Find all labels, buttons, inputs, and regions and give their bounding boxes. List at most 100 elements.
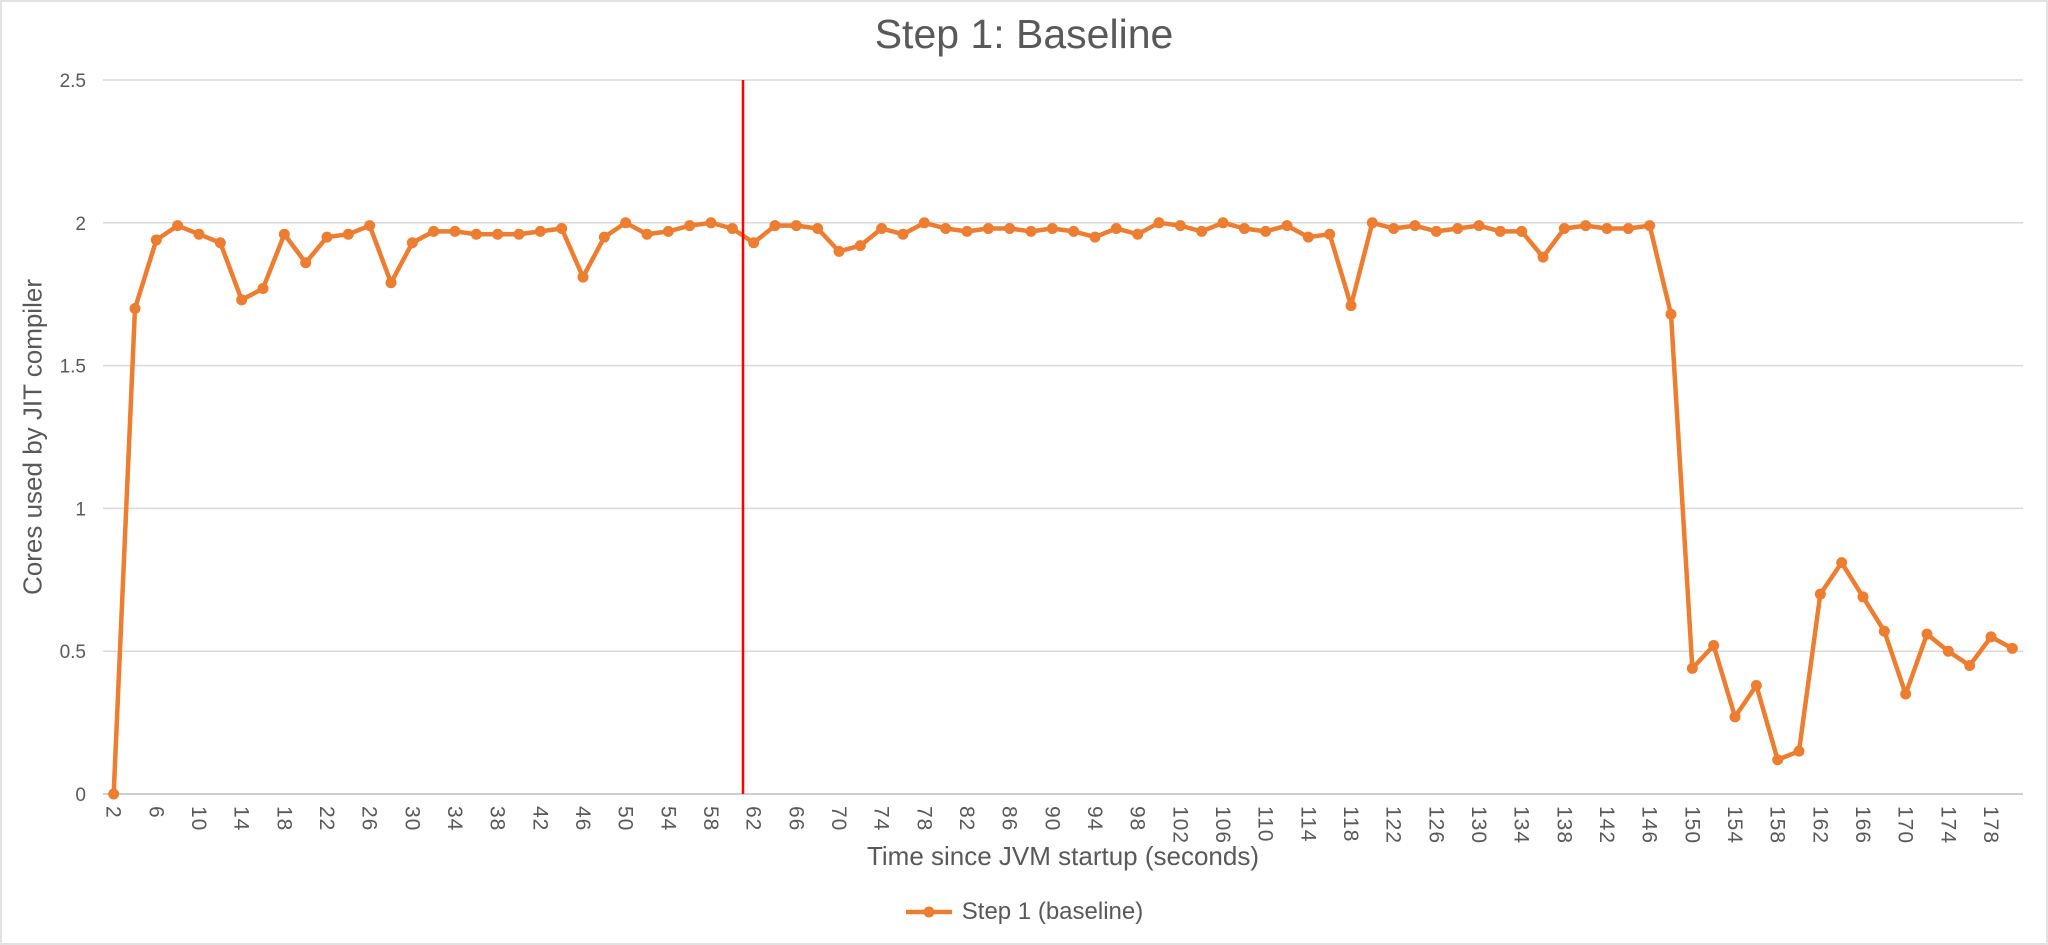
x-tick-label: 146 bbox=[1638, 806, 1661, 844]
data-point-marker bbox=[854, 240, 866, 252]
data-point-marker bbox=[1046, 223, 1058, 235]
x-tick-label: 2 bbox=[102, 806, 125, 819]
x-tick-label: 86 bbox=[998, 806, 1021, 831]
data-point-marker bbox=[1238, 223, 1250, 235]
data-point-marker bbox=[534, 225, 546, 237]
data-point-marker bbox=[1068, 225, 1080, 237]
x-tick-label: 142 bbox=[1595, 806, 1618, 844]
x-tick-label: 26 bbox=[358, 806, 381, 831]
data-point-marker bbox=[129, 302, 141, 314]
data-point-marker bbox=[662, 225, 674, 237]
data-point-marker bbox=[492, 228, 504, 240]
data-point-marker bbox=[641, 228, 653, 240]
data-point-marker bbox=[1814, 588, 1826, 600]
data-point-marker bbox=[214, 237, 226, 249]
x-tick-label: 30 bbox=[400, 806, 423, 831]
data-point-marker bbox=[257, 282, 269, 294]
y-tick-label: 1.5 bbox=[60, 357, 86, 378]
legend-label: Step 1 (baseline) bbox=[961, 898, 1144, 925]
x-tick-label: 14 bbox=[230, 806, 253, 831]
x-tick-label: 150 bbox=[1680, 806, 1703, 844]
data-point-marker bbox=[961, 225, 973, 237]
data-point-marker bbox=[342, 228, 354, 240]
x-tick-label: 106 bbox=[1211, 806, 1234, 844]
x-tick-label: 162 bbox=[1808, 806, 1831, 844]
data-point-marker bbox=[364, 220, 376, 232]
y-tick-label: 2 bbox=[75, 214, 86, 235]
data-point-marker bbox=[705, 217, 717, 229]
data-point-marker bbox=[1153, 217, 1165, 229]
data-point-marker bbox=[1366, 217, 1378, 229]
x-tick-label: 170 bbox=[1894, 806, 1917, 844]
x-tick-label: 98 bbox=[1126, 806, 1149, 831]
data-point-marker bbox=[982, 223, 994, 235]
data-point-marker bbox=[1196, 225, 1208, 237]
data-point-marker bbox=[1302, 231, 1314, 243]
x-tick-label: 54 bbox=[656, 806, 679, 831]
x-tick-label: 82 bbox=[955, 806, 978, 831]
data-point-marker bbox=[470, 228, 482, 240]
data-point-marker bbox=[1942, 645, 1954, 657]
data-point-marker bbox=[918, 217, 930, 229]
x-tick-label: 158 bbox=[1766, 806, 1789, 844]
x-tick-label: 18 bbox=[272, 806, 295, 831]
x-tick-label: 22 bbox=[315, 806, 338, 831]
data-point-marker bbox=[1430, 225, 1442, 237]
data-point-marker bbox=[1089, 231, 1101, 243]
x-tick-label: 10 bbox=[187, 806, 210, 831]
data-point-marker bbox=[300, 257, 312, 269]
data-point-marker bbox=[790, 220, 802, 232]
data-point-marker bbox=[1793, 745, 1805, 757]
x-tick-label: 134 bbox=[1510, 806, 1533, 844]
data-point-marker bbox=[1900, 688, 1912, 700]
data-point-marker bbox=[513, 228, 525, 240]
data-point-marker bbox=[1729, 711, 1741, 723]
data-point-marker bbox=[1537, 251, 1549, 263]
x-axis-title: Time since JVM startup (seconds) bbox=[866, 841, 1260, 871]
y-tick-label: 0.5 bbox=[60, 642, 86, 663]
data-point-marker bbox=[1132, 228, 1144, 240]
y-tick-label: 1 bbox=[75, 499, 86, 520]
data-point-marker bbox=[812, 223, 824, 235]
x-tick-label: 66 bbox=[784, 806, 807, 831]
data-point-marker bbox=[1324, 228, 1336, 240]
data-point-marker bbox=[940, 223, 952, 235]
data-point-marker bbox=[726, 223, 738, 235]
data-point-marker bbox=[1025, 225, 1037, 237]
x-tick-label: 50 bbox=[614, 806, 637, 831]
x-tick-label: 38 bbox=[486, 806, 509, 831]
data-point-marker bbox=[172, 220, 184, 232]
data-point-marker bbox=[1964, 659, 1976, 671]
data-point-marker bbox=[1516, 225, 1528, 237]
data-point-marker bbox=[108, 788, 120, 800]
y-axis-title: Cores used by JIT compiler bbox=[17, 279, 48, 595]
x-tick-label: 102 bbox=[1168, 806, 1191, 844]
data-point-marker bbox=[1473, 220, 1485, 232]
x-tick-label: 34 bbox=[443, 806, 466, 831]
x-tick-label: 58 bbox=[699, 806, 722, 831]
data-point-marker bbox=[1708, 639, 1720, 651]
data-point-marker bbox=[1878, 625, 1890, 637]
data-point-marker bbox=[193, 228, 205, 240]
x-tick-label: 166 bbox=[1851, 806, 1874, 844]
x-tick-label: 90 bbox=[1040, 806, 1063, 831]
data-point-marker bbox=[236, 294, 248, 306]
data-point-marker bbox=[1921, 628, 1933, 640]
data-point-marker bbox=[1494, 225, 1506, 237]
data-point-marker bbox=[2006, 642, 2018, 654]
x-tick-label: 74 bbox=[870, 806, 893, 831]
data-point-marker bbox=[833, 245, 845, 257]
data-point-marker bbox=[1665, 308, 1677, 320]
data-point-marker bbox=[1388, 223, 1400, 235]
data-point-marker bbox=[385, 277, 397, 289]
data-point-marker bbox=[1174, 220, 1186, 232]
x-tick-label: 70 bbox=[827, 806, 850, 831]
data-point-marker bbox=[150, 234, 162, 246]
data-point-marker bbox=[1857, 591, 1869, 603]
x-tick-label: 130 bbox=[1467, 806, 1490, 844]
data-point-marker bbox=[1750, 679, 1762, 691]
x-tick-label: 154 bbox=[1723, 806, 1746, 844]
data-point-marker bbox=[406, 237, 418, 249]
